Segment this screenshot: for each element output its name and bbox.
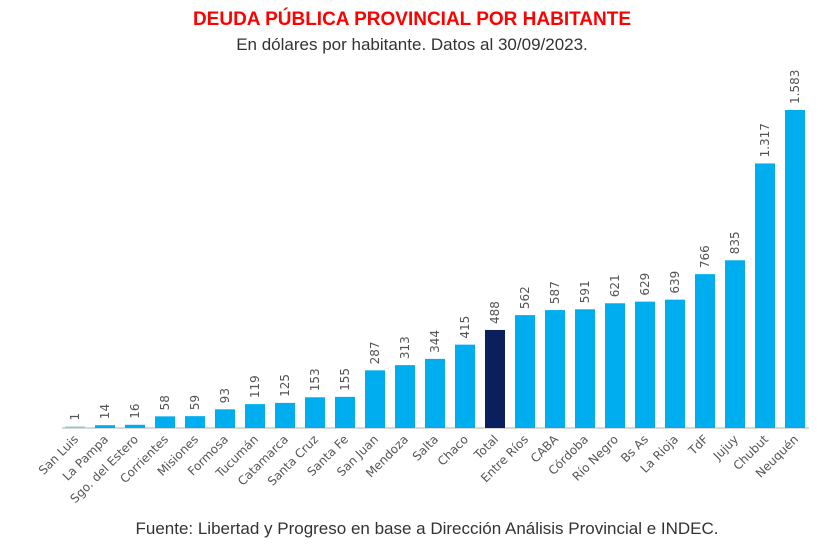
- data-label: 1.317: [758, 123, 772, 157]
- data-label: 93: [218, 388, 232, 403]
- data-label: 14: [98, 404, 112, 419]
- bar-chubut: [755, 163, 775, 429]
- bar-entre-r-os: [515, 315, 535, 428]
- bar-formosa: [215, 409, 235, 428]
- data-label: 1.583: [788, 70, 802, 104]
- bar-santa-fe: [335, 396, 355, 428]
- bar-san-juan: [365, 370, 385, 428]
- data-label: 125: [278, 374, 292, 397]
- bar-total: [485, 329, 505, 428]
- bar-salta: [425, 358, 445, 428]
- bar-bs-as: [635, 301, 655, 428]
- bar-neuqu-n: [785, 110, 805, 428]
- data-label: 766: [698, 245, 712, 268]
- data-label: 16: [128, 404, 142, 419]
- bar-jujuy: [725, 260, 745, 428]
- x-tick-label: TdF: [685, 432, 711, 458]
- data-label: 629: [638, 273, 652, 296]
- bar-sgo-del-estero: [125, 424, 145, 428]
- bar-mendoza: [395, 365, 415, 428]
- chart-subtitle: En dólares por habitante. Datos al 30/09…: [236, 35, 588, 54]
- data-label: 835: [728, 231, 742, 254]
- data-label: 153: [308, 368, 322, 391]
- bar-catamarca: [275, 402, 295, 428]
- data-label: 562: [518, 286, 532, 309]
- bar-caba: [545, 310, 565, 428]
- bar-la-rioja: [665, 299, 685, 428]
- data-label: 287: [368, 341, 382, 364]
- data-label: 1: [68, 413, 82, 421]
- data-label: 591: [578, 280, 592, 303]
- bar-tucum-n: [245, 404, 265, 428]
- data-label: 58: [158, 395, 172, 410]
- bar-r-o-negro: [605, 303, 625, 428]
- bar-tdf: [695, 274, 715, 428]
- bar-c-rdoba: [575, 309, 595, 428]
- data-label: 155: [338, 368, 352, 391]
- data-label: 488: [488, 301, 502, 324]
- data-label: 313: [398, 336, 412, 359]
- data-label: 621: [608, 274, 622, 297]
- data-label: 344: [428, 330, 442, 353]
- chart-source: Fuente: Libertad y Progreso en base a Di…: [135, 519, 719, 538]
- bar-san-luis: [65, 426, 85, 428]
- data-label: 119: [248, 375, 262, 398]
- bar-santa-cruz: [305, 397, 325, 428]
- data-label: 415: [458, 316, 472, 339]
- bar-la-pampa: [95, 425, 115, 428]
- data-label: 587: [548, 281, 562, 304]
- chart-title: DEUDA PÚBLICA PROVINCIAL POR HABITANTE: [192, 9, 632, 30]
- x-tick-label: Chaco: [435, 432, 471, 468]
- data-label: 639: [668, 271, 682, 294]
- bar-corrientes: [155, 416, 175, 428]
- bar-misiones: [185, 416, 205, 428]
- data-label: 59: [188, 395, 202, 410]
- bar-chaco: [455, 344, 475, 428]
